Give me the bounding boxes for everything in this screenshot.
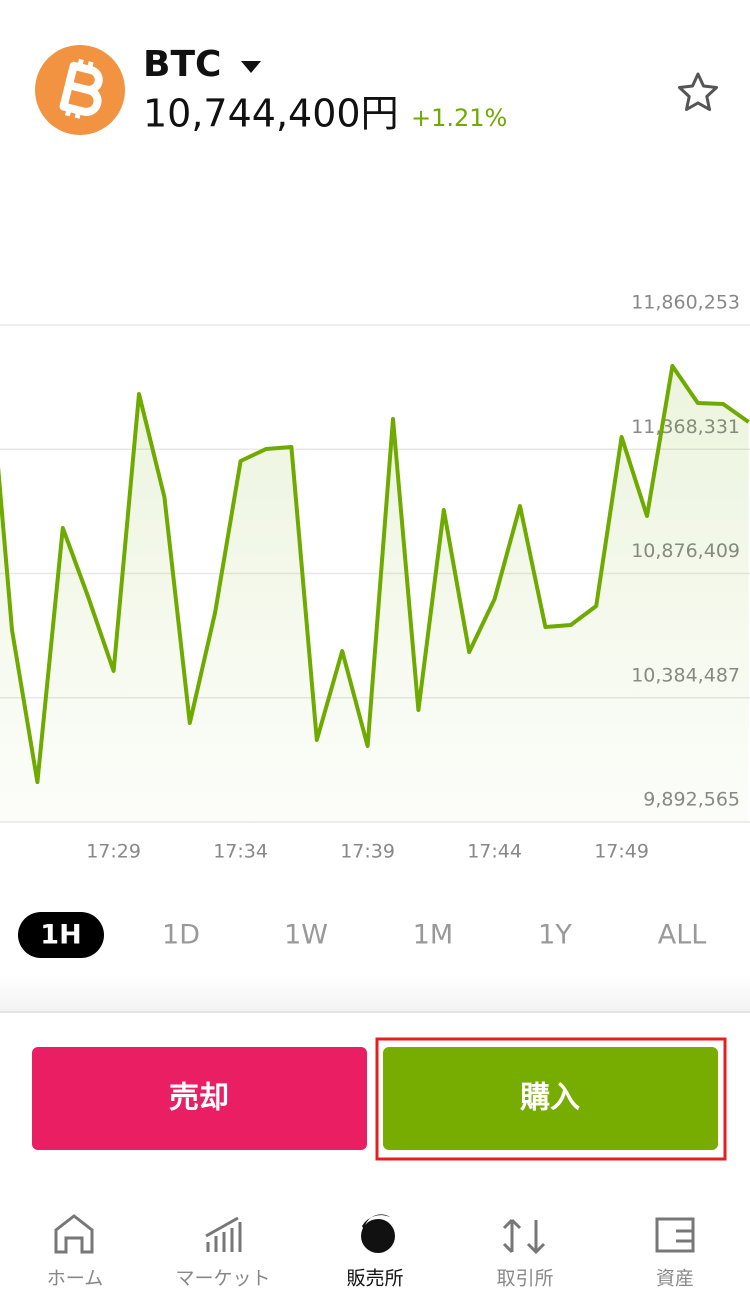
nav-label[interactable]: 資産 — [656, 1268, 694, 1290]
range-option[interactable]: 1W — [284, 920, 328, 951]
range-selected-pill — [18, 912, 104, 958]
range-option[interactable]: 1Y — [538, 920, 572, 951]
x-tick-label: 17:29 — [86, 841, 141, 863]
range-option[interactable]: ALL — [658, 920, 707, 951]
store-icon[interactable] — [361, 1214, 395, 1253]
range-option[interactable]: 1M — [413, 920, 453, 951]
dropdown-arrow[interactable] — [241, 61, 261, 73]
home-icon[interactable] — [54, 1214, 94, 1254]
nav-label[interactable]: 販売所 — [346, 1268, 403, 1290]
separator — [0, 975, 750, 1013]
nav-icons — [54, 1214, 695, 1255]
change: +1.21% — [411, 104, 507, 132]
y-tick-label: 11,860,253 — [631, 292, 740, 314]
price: 10,744,400円 — [143, 92, 399, 136]
chart: 9,892,56510,384,48710,876,40911,368,3311… — [0, 292, 750, 863]
bottom-nav: ホーム マーケット 販売所 取引所 資産 — [47, 1268, 694, 1290]
buy-button[interactable] — [383, 1047, 718, 1150]
exchange-icon[interactable] — [502, 1218, 546, 1255]
x-tick-label: 17:49 — [594, 841, 649, 863]
buy-label: 購入 — [520, 1081, 580, 1116]
nav-label[interactable]: 取引所 — [496, 1268, 553, 1290]
range-option[interactable]: 1H — [40, 920, 81, 951]
nav-label[interactable]: マーケット — [175, 1268, 270, 1290]
market-icon[interactable] — [205, 1216, 242, 1252]
highlight-box — [375, 1037, 727, 1161]
sell-button[interactable] — [32, 1047, 367, 1150]
favorite-star[interactable] — [678, 72, 718, 111]
area — [0, 366, 749, 822]
sell-label: 売却 — [169, 1081, 229, 1116]
x-tick-label: 17:34 — [213, 841, 268, 863]
price-line — [0, 364, 750, 784]
assets-icon[interactable] — [655, 1217, 695, 1253]
coin-icon — [35, 45, 125, 135]
symbol: BTC — [143, 44, 221, 85]
x-tick-label: 17:39 — [340, 841, 395, 863]
range-option[interactable]: 1D — [162, 920, 200, 951]
x-tick-label: 17:44 — [467, 841, 522, 863]
range-selector: 1H 1D 1W 1M 1Y ALL — [18, 912, 706, 958]
plot — [0, 364, 750, 822]
nav-label[interactable]: ホーム — [47, 1268, 103, 1290]
